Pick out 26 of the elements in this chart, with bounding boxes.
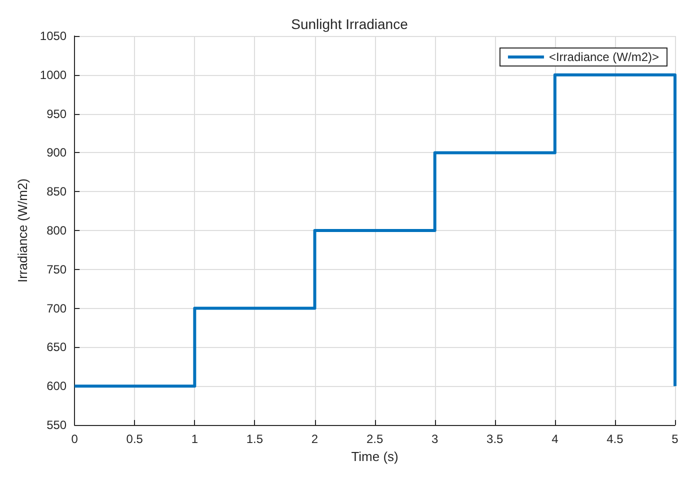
y-tick-label: 850 <box>46 184 67 199</box>
y-tick-label: 800 <box>46 224 67 238</box>
x-tick-label: 0 <box>71 432 78 446</box>
x-tick-label: 1.5 <box>246 432 264 446</box>
legend-label: <Irradiance (W/m2)> <box>548 50 660 64</box>
x-tick-label: 3.5 <box>486 432 504 446</box>
x-tick-label: 4.5 <box>606 432 624 446</box>
x-tick-label: 2.5 <box>366 432 384 446</box>
x-tick-label: 3 <box>431 432 438 446</box>
y-axis-title: Irradiance (W/m2) <box>15 178 30 283</box>
y-tick-label: 600 <box>46 379 67 394</box>
y-tick-label: 650 <box>46 340 67 354</box>
x-axis-title: Time (s) <box>351 448 398 464</box>
y-tick-label: 750 <box>46 262 67 276</box>
y-tick-label: 900 <box>46 146 67 160</box>
x-tick-label: 1 <box>191 432 198 446</box>
x-tick-label: 5 <box>672 432 679 446</box>
y-tick-label: 1050 <box>40 29 67 43</box>
chart-title: Sunlight Irradiance <box>291 16 408 32</box>
y-tick-label: 700 <box>46 301 67 316</box>
y-tick-label: 550 <box>46 418 67 432</box>
y-tick-label: 1000 <box>40 68 67 82</box>
x-tick-label: 4 <box>552 432 559 446</box>
x-tick-label: 2 <box>311 432 318 446</box>
x-tick-label: 0.5 <box>126 432 144 446</box>
y-tick-label: 950 <box>46 106 67 121</box>
